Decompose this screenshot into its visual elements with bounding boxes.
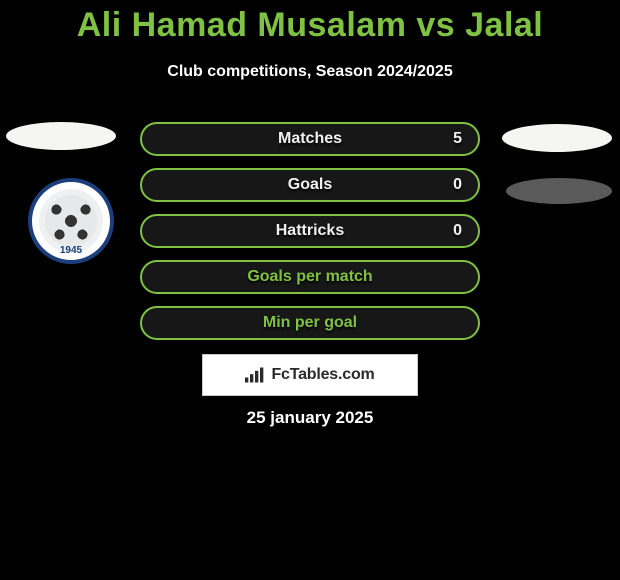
stat-row-hattricks: Hattricks 0 [140,214,480,248]
stat-label: Goals [288,176,332,194]
stat-value: 0 [453,222,462,240]
player-right-placeholder-1 [502,124,612,152]
player-right-placeholder-2 [506,178,612,204]
soccer-ball-icon [45,195,97,247]
club-badge-left: 1945 [28,178,114,264]
stat-row-matches: Matches 5 [140,122,480,156]
bars-icon [245,367,265,383]
stat-label: Goals per match [247,268,372,286]
attribution-text: FcTables.com [271,366,374,384]
stat-label: Hattricks [276,222,344,240]
stat-row-min-per-goal: Min per goal [140,306,480,340]
stat-row-goals-per-match: Goals per match [140,260,480,294]
stat-row-goals: Goals 0 [140,168,480,202]
subtitle: Club competitions, Season 2024/2025 [0,63,620,81]
badge-year: 1945 [32,245,110,256]
stat-label: Matches [278,130,342,148]
stat-value: 5 [453,130,462,148]
stat-value: 0 [453,176,462,194]
attribution-box: FcTables.com [202,354,418,396]
page-title: Ali Hamad Musalam vs Jalal [0,0,620,45]
generated-date: 25 january 2025 [0,408,620,428]
stat-label: Min per goal [263,314,357,332]
stats-list: Matches 5 Goals 0 Hattricks 0 Goals per … [140,122,480,352]
player-left-placeholder [6,122,116,150]
